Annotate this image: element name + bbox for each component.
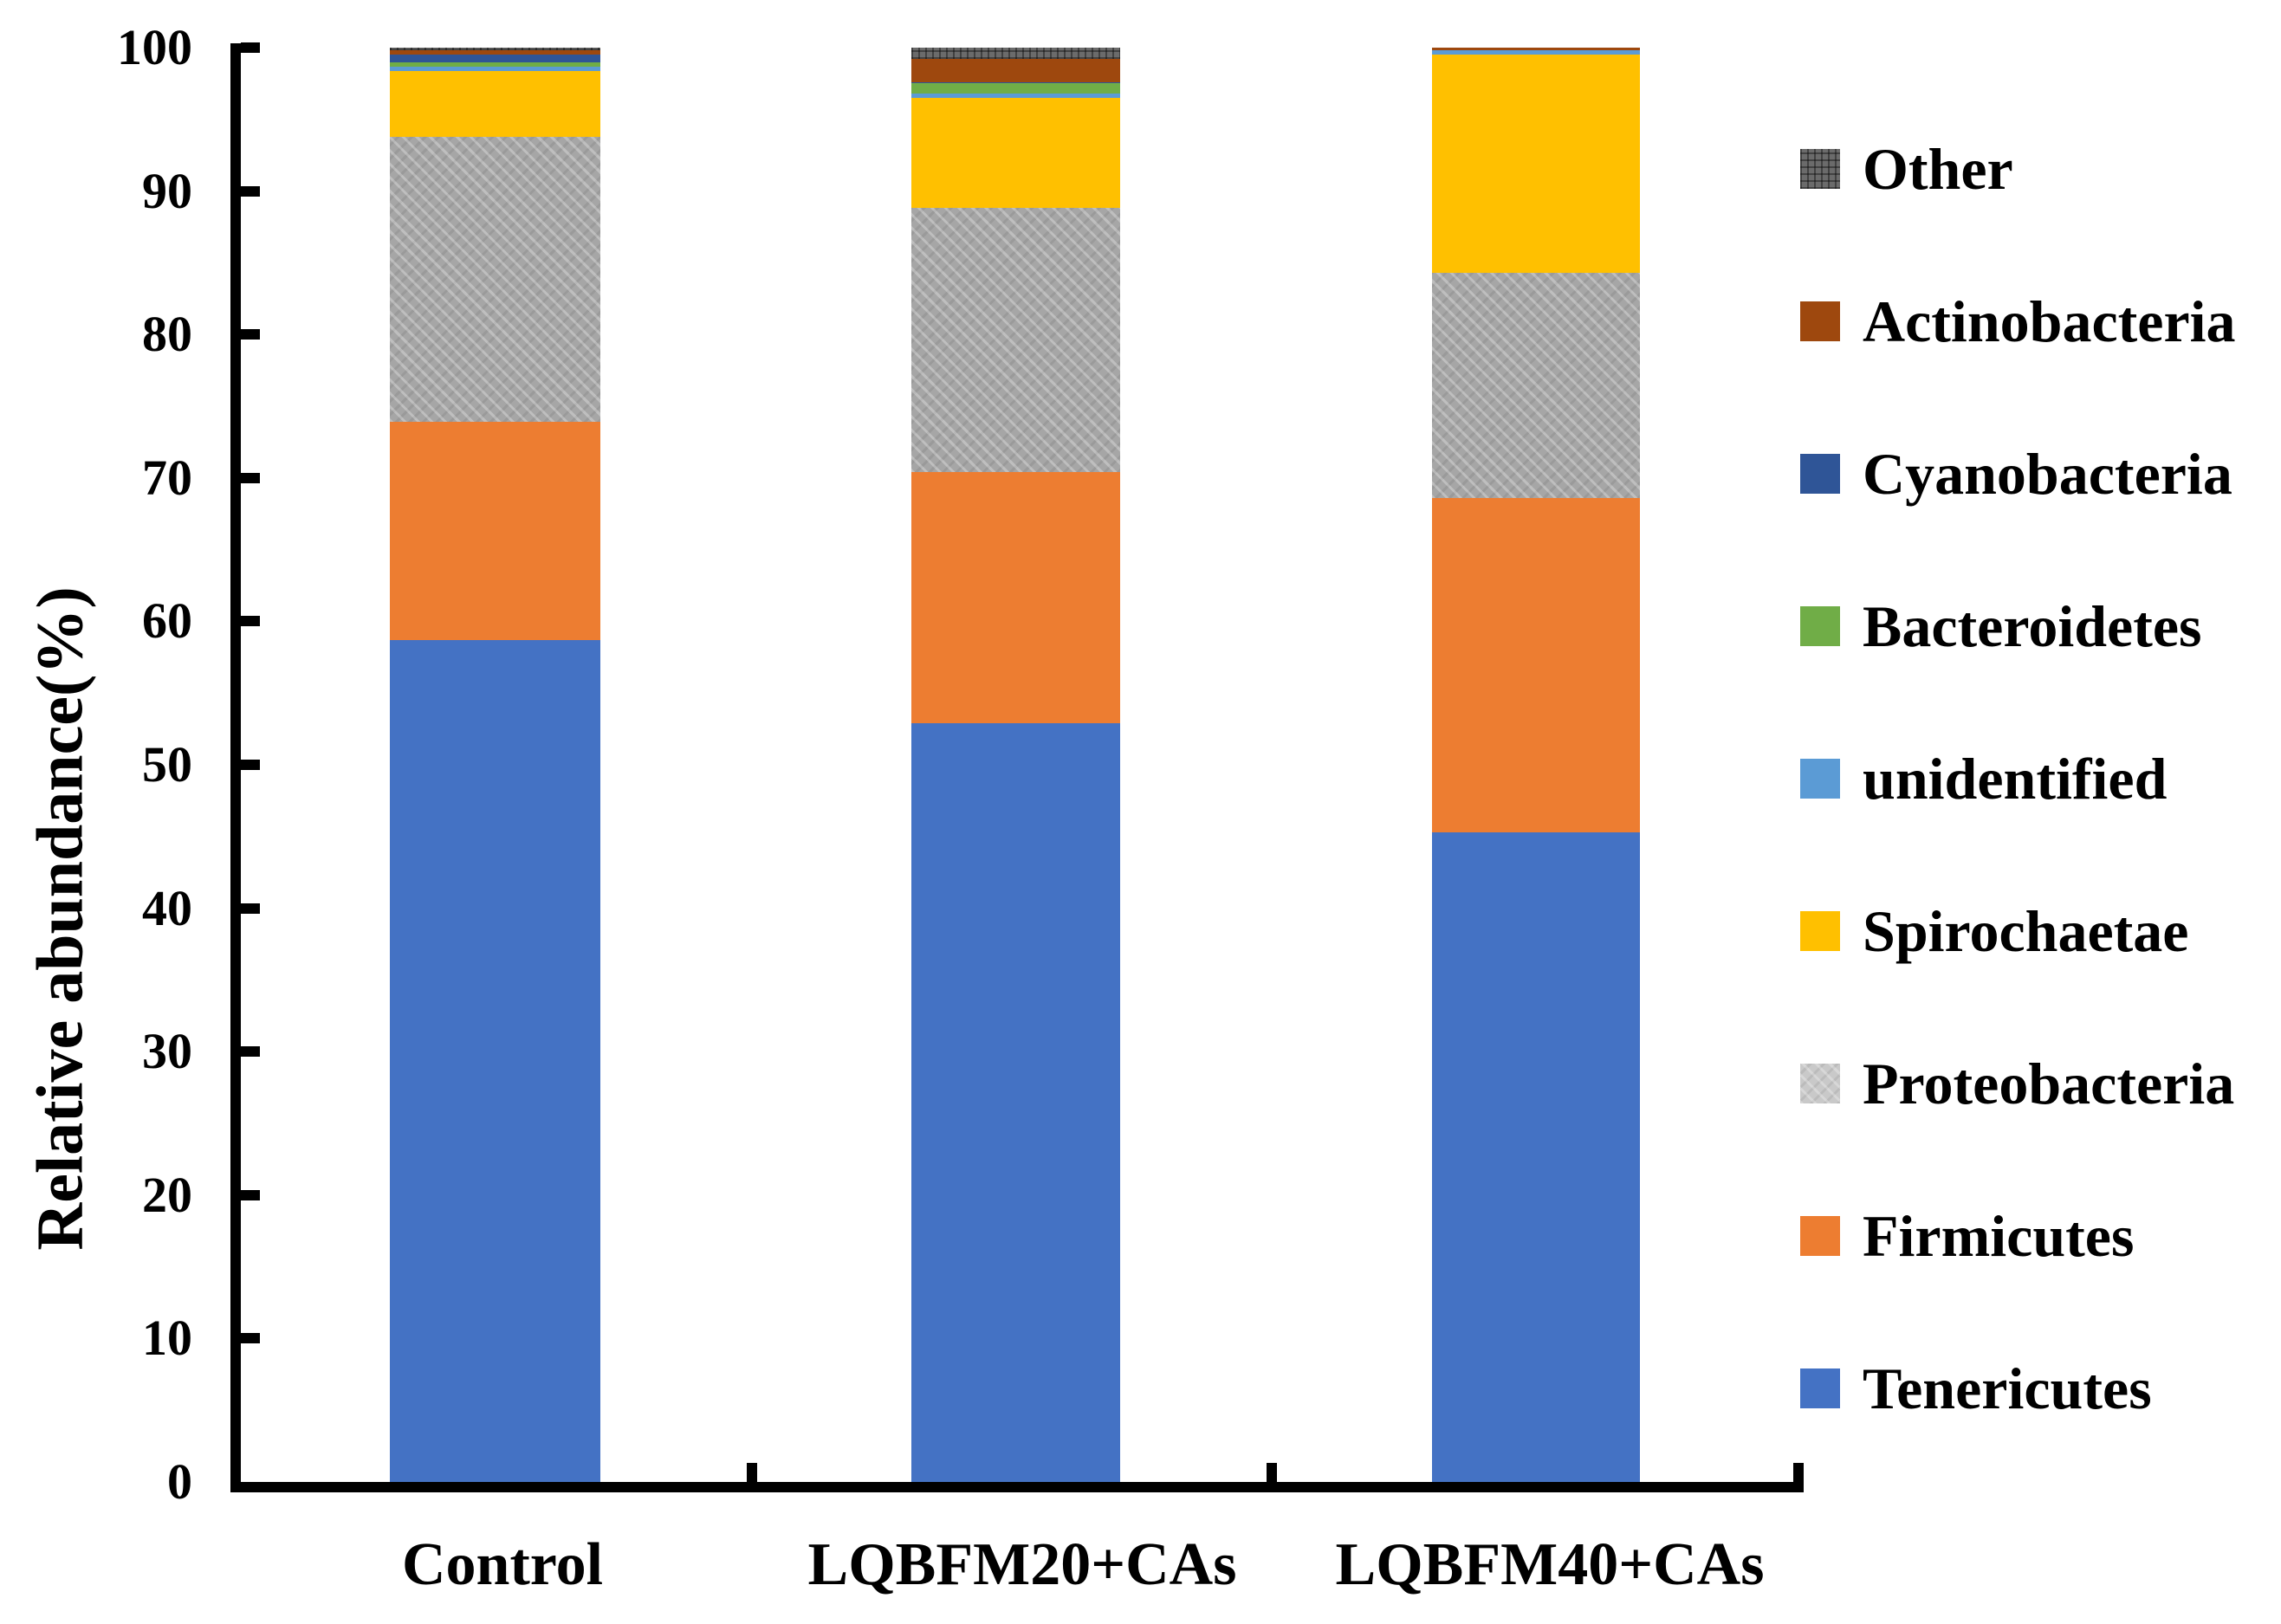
y-tick-label: 80 [142, 306, 192, 362]
legend-label-proteobacteria: Proteobacteria [1863, 1051, 2235, 1116]
y-tick-label: 90 [142, 163, 192, 219]
legend-item-tenericutes: Tenericutes [1800, 1354, 2152, 1423]
y-axis-tick [241, 760, 260, 770]
legend-label-other: Other [1863, 136, 2013, 202]
y-tick-label: 60 [142, 592, 192, 649]
y-axis-line [230, 43, 241, 1492]
y-tick-label: 20 [142, 1167, 192, 1223]
bar-segment-tenericutes [1432, 831, 1640, 1482]
bar-segment-actinobacteria [1432, 48, 1640, 51]
bar-segment-cyanobacteria [911, 81, 1120, 83]
legend-label-cyanobacteria: Cyanobacteria [1863, 441, 2232, 507]
legend-swatch-unidentified [1800, 759, 1840, 799]
bar-segment-firmicutes [390, 422, 600, 640]
y-axis-tick [241, 329, 260, 340]
y-axis-tick [241, 1333, 260, 1343]
y-axis-tick [241, 1190, 260, 1200]
y-axis-tick [241, 1046, 260, 1057]
legend-swatch-actinobacteria [1800, 301, 1840, 341]
y-tick-label: 50 [142, 736, 192, 793]
legend-swatch-firmicutes [1800, 1216, 1840, 1256]
bar-segment-actinobacteria [911, 59, 1120, 82]
legend-label-actinobacteria: Actinobacteria [1863, 288, 2236, 354]
bar-segment-bacteroidetes [390, 62, 600, 68]
bar-segment-unidentified [911, 94, 1120, 98]
legend-label-unidentified: unidentified [1863, 746, 2168, 812]
legend-swatch-bacteroidetes [1800, 606, 1840, 646]
y-tick-label: 100 [117, 19, 192, 75]
bar-segment-proteobacteria [1432, 273, 1640, 498]
bar-segment-cyanobacteria [390, 54, 600, 63]
bar-segment-actinobacteria [390, 50, 600, 55]
legend-swatch-spirochaetae [1800, 911, 1840, 951]
legend-swatch-cyanobacteria [1800, 454, 1840, 494]
y-tick-label: 0 [167, 1453, 192, 1510]
legend-swatch-other [1800, 149, 1840, 189]
y-tick-label: 70 [142, 450, 192, 506]
bar-segment-tenericutes [911, 722, 1120, 1482]
bar-control [390, 48, 600, 1482]
x-axis-line [230, 1482, 1804, 1492]
bar-segment-proteobacteria [390, 136, 600, 423]
y-axis-tick [241, 186, 260, 197]
legend-label-spirochaetae: Spirochaetae [1863, 898, 2189, 964]
bar-segment-bacteroidetes [911, 82, 1120, 94]
y-axis-tick [241, 473, 260, 483]
bar-segment-firmicutes [1432, 498, 1640, 832]
bar-segment-spirochaetae [390, 70, 600, 137]
legend-item-cyanobacteria: Cyanobacteria [1800, 439, 2232, 508]
legend-swatch-tenericutes [1800, 1368, 1840, 1408]
y-tick-label: 30 [142, 1023, 192, 1079]
bar-lqbfm40-cas [1432, 48, 1640, 1482]
legend-item-other: Other [1800, 134, 2013, 204]
bar-segment-unidentified [390, 67, 600, 71]
y-axis-tick [241, 42, 260, 53]
legend-item-proteobacteria: Proteobacteria [1800, 1049, 2234, 1118]
legend-item-actinobacteria: Actinobacteria [1800, 287, 2236, 356]
bar-segment-proteobacteria [911, 208, 1120, 473]
legend-item-unidentified: unidentified [1800, 744, 2167, 813]
x-axis-divider-tick [1267, 1463, 1277, 1482]
legend-label-firmicutes: Firmicutes [1863, 1203, 2135, 1269]
y-tick-label: 40 [142, 880, 192, 936]
y-axis-tick [241, 616, 260, 626]
legend-item-spirochaetae: Spirochaetae [1800, 896, 2189, 966]
y-axis-tick [241, 903, 260, 914]
bar-segment-tenericutes [390, 639, 600, 1482]
bar-segment-other [390, 48, 600, 51]
x-category-label: Control [401, 1531, 604, 1598]
bar-segment-unidentified [1432, 50, 1640, 55]
bar-segment-spirochaetae [911, 97, 1120, 209]
bar-lqbfm20-cas [911, 48, 1120, 1482]
legend-item-firmicutes: Firmicutes [1800, 1201, 2134, 1271]
bar-segment-firmicutes [911, 472, 1120, 723]
x-category-label: LQBFM40+CAs [1335, 1531, 1765, 1598]
bar-segment-spirochaetae [1432, 55, 1640, 274]
bar-segment-other [911, 48, 1120, 60]
x-axis-end-tick [1793, 1463, 1804, 1482]
legend-label-tenericutes: Tenericutes [1863, 1355, 2152, 1421]
x-axis-divider-tick [747, 1463, 757, 1482]
legend-swatch-proteobacteria [1800, 1064, 1840, 1103]
x-category-label: LQBFM20+CAs [807, 1531, 1237, 1598]
y-tick-label: 10 [142, 1310, 192, 1366]
legend-label-bacteroidetes: Bacteroidetes [1863, 593, 2202, 659]
legend-item-bacteroidetes: Bacteroidetes [1800, 592, 2202, 661]
